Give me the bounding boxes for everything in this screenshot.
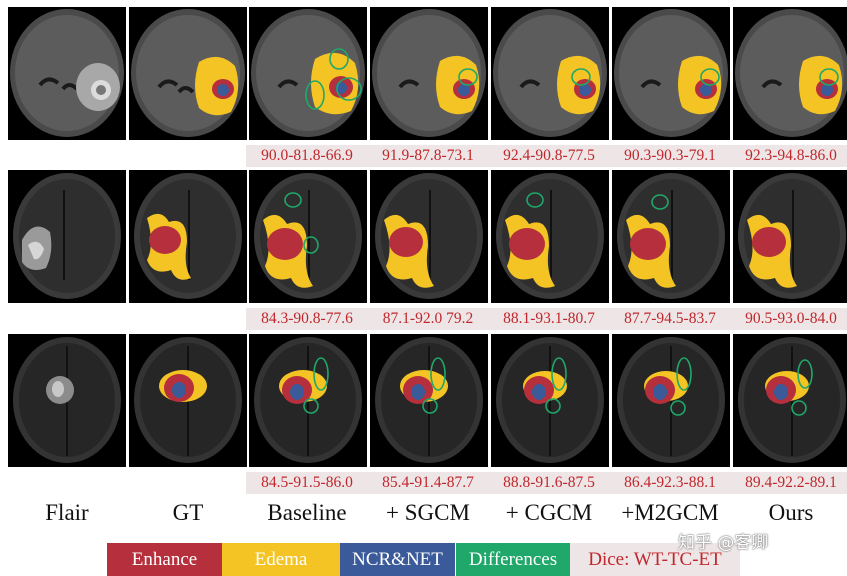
legend-ncr-net: NCR&NET — [340, 543, 455, 576]
row1-sgcm-image — [370, 7, 488, 140]
row1-gt-image — [129, 7, 247, 140]
legend-dice: Dice: WT-TC-ET — [570, 543, 740, 576]
column-label-sgcm: + SGCM — [386, 500, 470, 525]
row1-cgcm-image — [491, 7, 609, 140]
row3-gt-image — [129, 334, 247, 467]
row3-ours-image — [733, 334, 847, 467]
column-label-ours: Ours — [768, 500, 814, 525]
row2-sgcm-image — [370, 170, 488, 303]
watermark-text: 知乎 @客卿 — [678, 533, 769, 553]
row3-m2gcm-image — [612, 334, 730, 467]
row1-flair-image — [8, 7, 126, 140]
dice-score: 88.8-91.6-87.5 — [488, 472, 610, 494]
row2-m2gcm-image — [612, 170, 730, 303]
dice-score: 92.3-94.8-86.0 — [730, 145, 847, 167]
row2-baseline-image — [249, 170, 367, 303]
dice-score: 90.0-81.8-66.9 — [246, 145, 368, 167]
column-label-m2gcm: +M2GCM — [621, 500, 719, 525]
dice-score: 90.5-93.0-84.0 — [730, 308, 847, 330]
row1-ours-image — [733, 7, 847, 140]
column-label-cgcm: + CGCM — [505, 500, 593, 525]
dice-score: 87.7-94.5-83.7 — [609, 308, 731, 330]
legend-edema: Edema — [222, 543, 340, 576]
dice-score: 89.4-92.2-89.1 — [730, 472, 847, 494]
row2-flair-image — [8, 170, 126, 303]
dice-score: 85.4-91.4-87.7 — [367, 472, 489, 494]
dice-score: 86.4-92.3-88.1 — [609, 472, 731, 494]
dice-score: 90.3-90.3-79.1 — [609, 145, 731, 167]
dice-score: 84.3-90.8-77.6 — [246, 308, 368, 330]
column-label-baseline: Baseline — [267, 500, 347, 525]
row3-flair-image — [8, 334, 126, 467]
column-label-gt: GT — [172, 500, 204, 525]
row2-cgcm-image — [491, 170, 609, 303]
row3-sgcm-image — [370, 334, 488, 467]
column-label-flair: Flair — [45, 500, 89, 525]
dice-score: 87.1-92.0 79.2 — [367, 308, 489, 330]
row1-m2gcm-image — [612, 7, 730, 140]
row2-ours-image — [733, 170, 847, 303]
legend-enhance: Enhance — [107, 543, 222, 576]
row1-baseline-image — [249, 7, 367, 140]
row3-baseline-image — [249, 334, 367, 467]
dice-score: 88.1-93.1-80.7 — [488, 308, 610, 330]
row3-cgcm-image — [491, 334, 609, 467]
legend-differences: Differences — [456, 543, 570, 576]
dice-score: 91.9-87.8-73.1 — [367, 145, 489, 167]
row2-gt-image — [129, 170, 247, 303]
dice-score: 92.4-90.8-77.5 — [488, 145, 610, 167]
dice-score: 84.5-91.5-86.0 — [246, 472, 368, 494]
